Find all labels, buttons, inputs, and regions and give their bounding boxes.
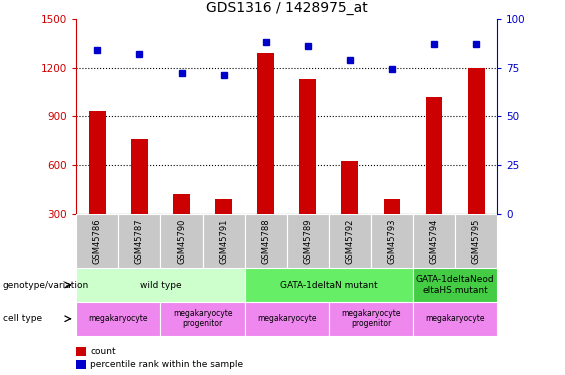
Text: GSM45789: GSM45789 [303, 218, 312, 264]
Text: GATA-1deltaN mutant: GATA-1deltaN mutant [280, 280, 377, 290]
Bar [413, 214, 455, 268]
Text: megakaryocyte: megakaryocyte [89, 314, 148, 323]
Bar [76, 214, 119, 268]
Text: GSM45795: GSM45795 [472, 218, 481, 264]
Bar [287, 214, 329, 268]
Bar [329, 214, 371, 268]
Text: megakaryocyte
progenitor: megakaryocyte progenitor [173, 309, 232, 328]
Bar [245, 268, 413, 302]
Text: cell type: cell type [3, 314, 42, 323]
Bar [76, 360, 86, 369]
Text: genotype/variation: genotype/variation [3, 280, 89, 290]
Bar [425, 97, 442, 214]
Bar [413, 302, 497, 336]
Text: wild type: wild type [140, 280, 181, 290]
Bar [257, 53, 274, 214]
Bar [299, 79, 316, 214]
Bar [76, 302, 160, 336]
Title: GDS1316 / 1428975_at: GDS1316 / 1428975_at [206, 1, 368, 15]
Bar [160, 214, 202, 268]
Text: megakaryocyte: megakaryocyte [257, 314, 316, 323]
Bar [119, 214, 160, 268]
Bar [245, 214, 287, 268]
Bar [384, 199, 401, 214]
Bar [468, 68, 485, 214]
Text: GSM45791: GSM45791 [219, 218, 228, 264]
Bar [455, 214, 497, 268]
Bar [215, 199, 232, 214]
Bar [76, 268, 245, 302]
Text: percentile rank within the sample: percentile rank within the sample [90, 360, 244, 369]
Bar [173, 194, 190, 214]
Bar [413, 268, 497, 302]
Text: GATA-1deltaNeod
eltaHS.mutant: GATA-1deltaNeod eltaHS.mutant [416, 275, 494, 295]
Text: GSM45790: GSM45790 [177, 218, 186, 264]
Bar [89, 111, 106, 214]
Bar [245, 302, 329, 336]
Bar [160, 302, 245, 336]
Bar [202, 214, 245, 268]
Bar [131, 139, 148, 214]
Bar [329, 302, 413, 336]
Text: megakaryocyte: megakaryocyte [425, 314, 485, 323]
Bar [76, 347, 86, 356]
Bar [371, 214, 413, 268]
Bar [341, 161, 358, 214]
Text: count: count [90, 347, 116, 356]
Text: GSM45788: GSM45788 [261, 218, 270, 264]
Text: GSM45793: GSM45793 [388, 218, 397, 264]
Text: GSM45794: GSM45794 [429, 218, 438, 264]
Text: GSM45786: GSM45786 [93, 218, 102, 264]
Text: megakaryocyte
progenitor: megakaryocyte progenitor [341, 309, 401, 328]
Text: GSM45792: GSM45792 [345, 218, 354, 264]
Text: GSM45787: GSM45787 [135, 218, 144, 264]
